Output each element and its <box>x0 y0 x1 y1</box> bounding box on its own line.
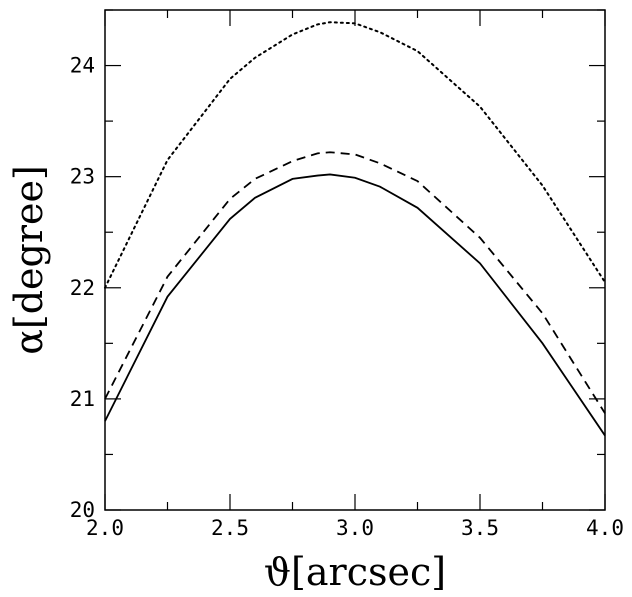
x-tick-label: 3.0 <box>336 516 374 540</box>
y-tick-label: 22 <box>70 276 95 300</box>
series-line-dotted <box>104 21 606 289</box>
y-tick-label: 23 <box>70 165 95 189</box>
y-axis-title: α[degree] <box>7 165 51 355</box>
series-line-solid <box>104 173 606 437</box>
y-tick-label: 21 <box>70 387 95 411</box>
plot-frame <box>104 9 606 511</box>
x-axis-title: ϑ[arcsec] <box>264 550 446 594</box>
series-layer <box>104 21 606 437</box>
x-tick-label: 4.0 <box>586 516 624 540</box>
series-line-dashed <box>104 151 606 414</box>
x-tick-label: 3.5 <box>461 516 499 540</box>
x-tick-label: 2.5 <box>211 516 249 540</box>
tick-labels-layer: 2.0 2.5 3.0 3.5 4.0 20 21 22 23 24 <box>70 54 624 540</box>
y-tick-label: 20 <box>70 498 95 522</box>
x-tick-label: 2.0 <box>86 516 124 540</box>
y-tick-label: 24 <box>70 54 95 78</box>
